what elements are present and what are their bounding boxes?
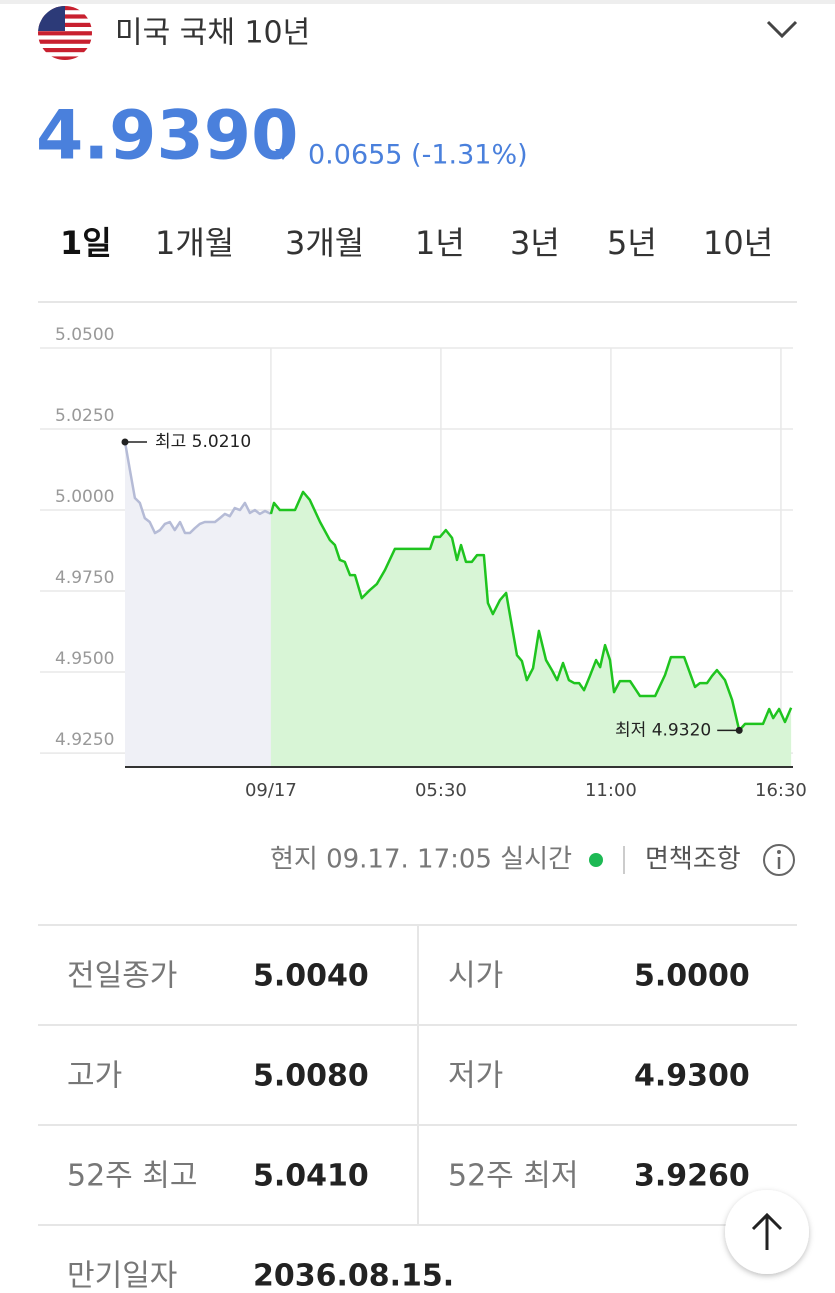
x-tick-label: 09/17 [245,780,297,801]
info-icon[interactable] [763,844,795,876]
price: 4.9390 [36,97,298,176]
table-value: 5.0000 [634,959,750,994]
table-value: 3.9260 [634,1159,750,1194]
period-tab[interactable]: 5년 [607,224,657,262]
period-tab[interactable]: 3개월 [285,224,364,262]
x-tick-label: 16:30 [755,780,807,801]
live-dot [589,853,603,867]
annotation-label: 최저 4.9320 [615,720,711,740]
y-tick-label: 5.0250 [55,406,114,426]
top-edge [0,0,835,4]
y-tick-label: 5.0000 [55,487,114,507]
period-tab[interactable]: 3년 [510,224,560,262]
scroll-top-button[interactable] [725,1190,809,1274]
dropdown-chevron[interactable] [766,20,798,39]
table-label: 저가 [448,1059,503,1094]
area-fill [270,491,792,767]
annotation-label: 최고 5.0210 [155,432,251,452]
status-text: 현지 09.17. 17:05 실시간 [270,845,572,875]
annotation-dot [121,438,129,446]
y-tick-label: 4.9500 [55,649,114,669]
x-tick-label: 11:00 [585,780,637,801]
y-tick-label: 4.9750 [55,568,114,588]
table-value: 2036.08.15. [253,1259,454,1293]
price-line [123,441,272,535]
table-value: 5.0040 [253,959,369,994]
price-line [269,490,793,732]
x-tick-label: 05:30 [415,780,467,801]
period-tab[interactable]: 1개월 [155,224,234,262]
disclaimer[interactable]: 면책조항 [645,845,741,875]
y-tick-label: 5.0500 [55,325,114,345]
table-label: 전일종가 [67,959,177,994]
info-table: 전일종가 5.0040 시가 5.0000 고가 5.0080 저가 4.9300 52주 최고… [38,924,797,1293]
table-value: 5.0080 [253,1059,369,1094]
table-label: 52주 최저 [448,1159,579,1194]
table-label: 시가 [448,959,503,994]
us-flag [38,6,92,60]
table-label: 만기일자 [67,1259,177,1293]
table-value: 4.9300 [634,1059,750,1094]
period-tab[interactable]: 1년 [415,224,465,262]
instrument-title: 미국 국채 10년 [115,16,310,51]
y-tick-label: 4.9250 [55,730,114,750]
table-label: 고가 [67,1059,122,1094]
period-tab[interactable]: 10년 [703,224,773,262]
period-tabs: 1일 1개월 3개월 1년 3년 5년 10년 [60,224,773,262]
table-value: 5.0410 [253,1159,369,1194]
area-fill [125,441,271,767]
down-arrow [275,149,291,160]
table-label: 52주 최고 [67,1159,198,1194]
period-tab[interactable]: 1일 [60,224,112,262]
price-change: 0.0655 (-1.31%) [308,140,528,171]
chart: 5.0500 5.0250 5.0000 4.9750 4.9500 4.9250 09/1… [40,325,807,801]
annotation-dot [735,726,743,734]
